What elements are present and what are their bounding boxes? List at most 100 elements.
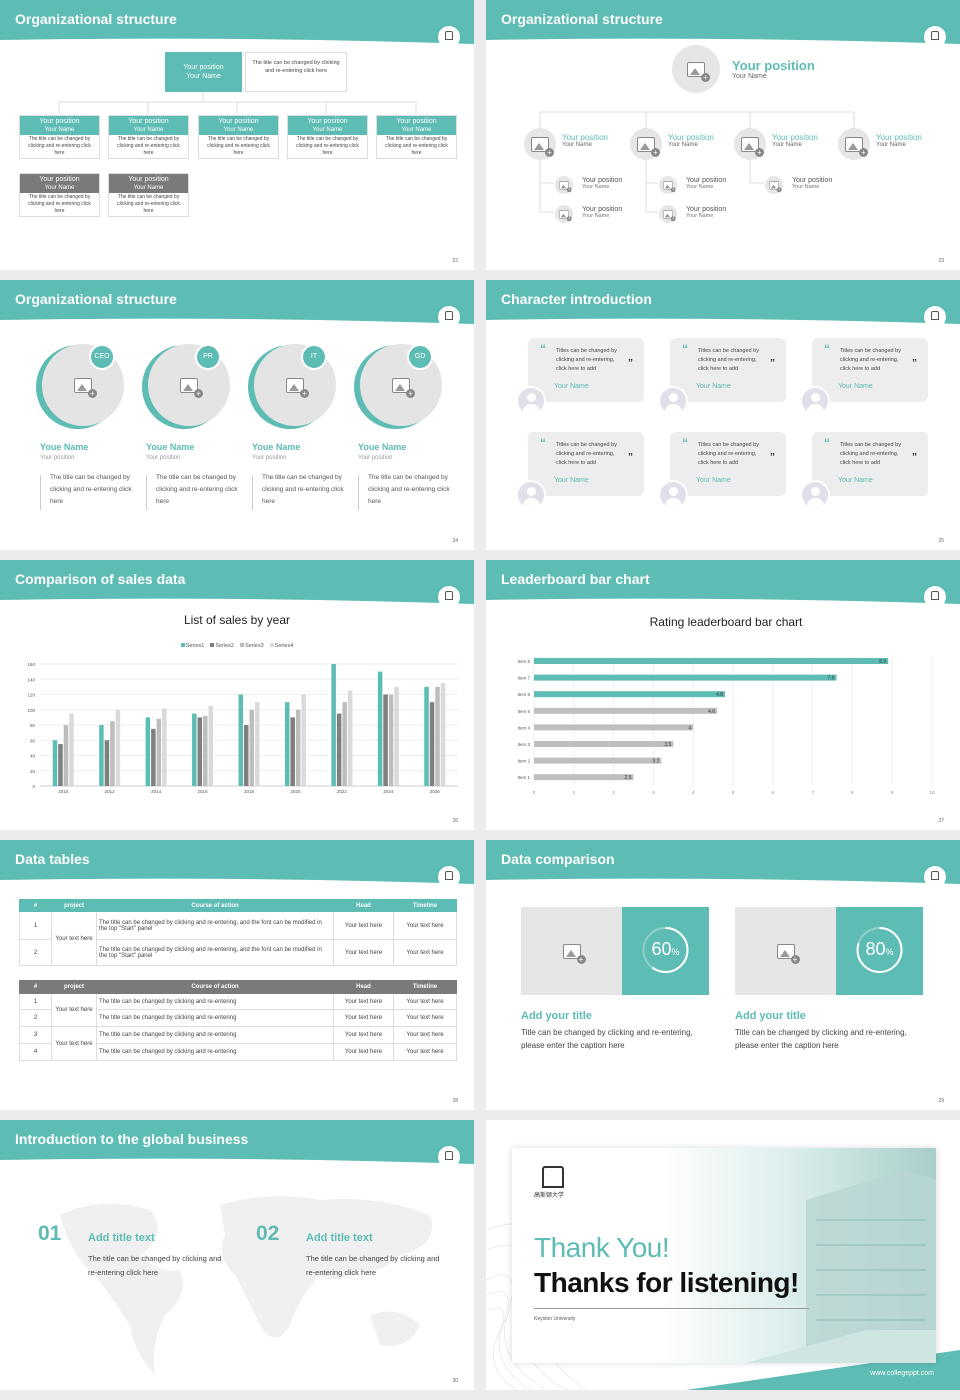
cell: Your text here <box>393 1043 457 1061</box>
slide-22[interactable]: Organizational structure Your position Y… <box>0 0 474 270</box>
top-position: Your position <box>183 64 224 71</box>
thank-you-text: Thank You! <box>534 1232 670 1263</box>
profile-desc: The title can be changed by clicking and… <box>50 474 132 505</box>
profile-position: Your position <box>252 455 287 461</box>
node-label: Your position Your Name <box>562 133 608 148</box>
slide-26[interactable]: Comparison of sales data List of sales b… <box>0 560 474 830</box>
node-label: Your position Your Name <box>876 133 922 148</box>
bar <box>336 713 342 786</box>
data-table-1: # project Course of action Head Timeline… <box>19 899 457 966</box>
image-placeholder-icon <box>663 180 676 192</box>
legend-item: Series3 <box>240 643 264 649</box>
y-tick-label: 0 <box>32 784 35 789</box>
org-connectors <box>539 111 855 213</box>
slide-27[interactable]: Leaderboard bar chart Rating leaderboard… <box>486 560 960 830</box>
y-tick-label: Item 1 <box>517 775 530 780</box>
node-name: Your Name <box>562 142 592 148</box>
person-avatar <box>516 480 546 510</box>
item-desc: The title can be changed by clicking and… <box>88 1254 222 1277</box>
quote-name: Your Name <box>696 477 731 484</box>
cell: The title can be changed by clicking and… <box>96 911 334 940</box>
x-tick-label: 8 <box>851 790 854 795</box>
org-box-position: Your position <box>307 118 348 125</box>
card-desc: Title can be changed by clicking and re-… <box>521 1028 693 1050</box>
y-tick-label: 120 <box>27 693 35 698</box>
university-logo <box>924 26 946 48</box>
quote-text: Titles can be changed by clicking and re… <box>698 348 759 372</box>
y-tick-label: Item 2 <box>517 759 530 764</box>
slide-31[interactable]: 高斯顿大学 Thank You! Thanks for listening! K… <box>486 1120 960 1390</box>
university-logo <box>438 586 460 608</box>
cell: Your text here <box>333 1009 394 1027</box>
cell: The title can be changed by clicking and… <box>96 1026 334 1044</box>
col-action: Course of action <box>96 980 334 994</box>
quote-text: Titles can be changed by clicking and re… <box>556 442 617 466</box>
slide-title: Introduction to the global business <box>15 1131 249 1147</box>
person-avatar <box>800 480 830 510</box>
logo-text: 高斯顿大学 <box>534 1193 565 1199</box>
slide-header: Data tables <box>0 840 474 888</box>
image-placeholder-icon <box>687 61 710 82</box>
slide-24[interactable]: Organizational structure CEO Youe Name You… <box>0 280 474 550</box>
close-quote-icon: ” <box>770 452 775 463</box>
data-label: 4.8 <box>716 692 723 698</box>
image-placeholder-icon <box>286 377 309 398</box>
y-tick-label: 60 <box>30 738 36 743</box>
slide-28[interactable]: Data tables # project Course of action H… <box>0 840 474 1110</box>
node-position: Your position <box>686 177 727 184</box>
node-label: Your position Your Name <box>772 133 818 148</box>
page-number: 24 <box>452 538 458 544</box>
org-box: Your position Your Name The title can be c… <box>376 115 457 159</box>
bar <box>145 717 151 786</box>
bar <box>203 715 208 786</box>
cell: Your text here <box>333 1026 394 1044</box>
slide-25[interactable]: Character introduction “ ” Titles can be c… <box>486 280 960 550</box>
person-icon <box>811 393 820 402</box>
x-tick-label: 2 <box>612 790 615 795</box>
legend-item: Series2 <box>210 643 234 649</box>
org-box-name: Your Name <box>312 127 343 133</box>
cell: Your text here <box>333 911 394 940</box>
university-logo <box>438 26 460 48</box>
role-badge: GD <box>407 344 433 370</box>
legend-swatch <box>210 643 215 647</box>
quote-name: Your Name <box>554 383 589 390</box>
person-body-icon <box>665 404 682 414</box>
image-placeholder-icon <box>776 943 800 964</box>
page-number: 25 <box>938 538 944 544</box>
bar <box>110 721 115 786</box>
slide-30[interactable]: Introduction to the global business 01 Ad… <box>0 1120 474 1390</box>
image-placeholder-icon <box>663 209 676 221</box>
bar <box>534 757 662 764</box>
cell: Your text here <box>51 1026 97 1061</box>
bar <box>69 713 74 786</box>
bar <box>435 686 440 786</box>
quote-text: Titles can be changed by clicking and re… <box>840 442 901 466</box>
bar <box>162 708 167 786</box>
legend-item: Series4 <box>269 643 293 649</box>
bar <box>394 686 399 786</box>
divider-line <box>40 475 41 510</box>
col-head: Head <box>333 899 394 912</box>
x-tick-label: 4 <box>692 790 695 795</box>
slide-23[interactable]: Organizational structure Your position Y… <box>486 0 960 270</box>
divider-line <box>146 475 147 510</box>
bar <box>63 725 69 786</box>
website-url: www.collegeppt.com <box>870 1370 934 1377</box>
card-desc: Title can be changed by clicking and re-… <box>735 1028 907 1050</box>
person-avatar <box>516 386 546 416</box>
world-map-background <box>60 1196 432 1375</box>
person-body-icon <box>523 404 540 414</box>
quote-card: “ ” Titles can be changed by clicking and … <box>812 432 928 496</box>
slide-29[interactable]: Data comparison 60% Add your title Title c… <box>486 840 960 1110</box>
data-label: 4 <box>688 725 691 731</box>
image-placeholder-icon <box>531 136 554 157</box>
org-box-desc: The title can be changed by clicking and… <box>117 194 180 214</box>
close-quote-icon: ” <box>770 358 775 369</box>
image-placeholder-icon <box>559 209 572 221</box>
node-label: Your position Your Name <box>668 133 714 148</box>
bar <box>156 718 162 786</box>
org-connectors <box>58 92 417 114</box>
page-number: 28 <box>452 1098 458 1104</box>
org-box: Your position Your Name The title can be c… <box>19 173 100 217</box>
